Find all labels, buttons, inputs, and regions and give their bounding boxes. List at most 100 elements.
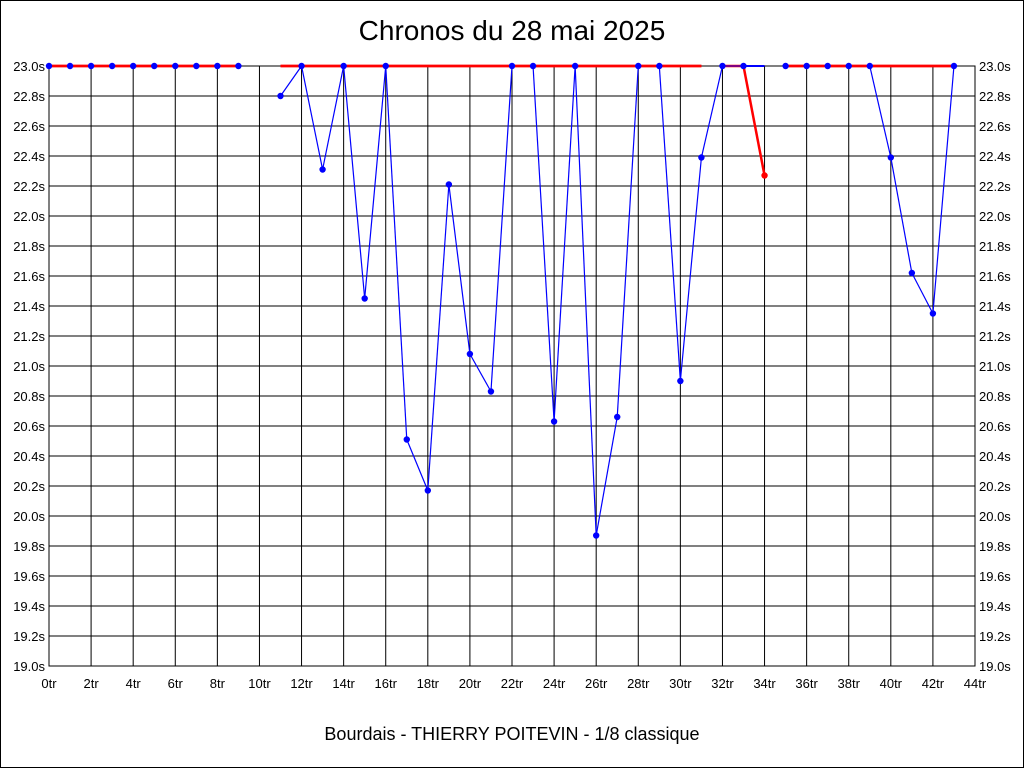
y-tick-label-left: 20.4s	[13, 449, 45, 464]
series-line-segment	[700, 65, 724, 158]
y-tick-label-right: 20.6s	[979, 419, 1011, 434]
data-point	[277, 92, 284, 100]
series-line-segment	[911, 272, 934, 314]
x-tick-label: 30tr	[669, 676, 692, 691]
data-point	[614, 413, 621, 421]
y-tick-label-left: 19.2s	[13, 629, 45, 644]
x-tick-label: 6tr	[168, 676, 184, 691]
series-line-segment	[385, 65, 408, 440]
y-tick-label-right: 21.2s	[979, 329, 1011, 344]
data-point	[66, 62, 74, 70]
series-line-segment	[448, 184, 471, 355]
y-tick-label-left: 19.8s	[13, 539, 45, 554]
data-point	[235, 62, 242, 70]
series-line-segment	[553, 65, 576, 422]
y-tick-label-left: 22.8s	[13, 89, 45, 104]
data-point	[319, 166, 326, 173]
data-point	[172, 62, 179, 70]
data-point	[592, 532, 600, 539]
series-line-segment	[595, 416, 618, 536]
y-tick-label-left: 20.8s	[13, 389, 45, 404]
data-point	[361, 295, 368, 302]
series-line-segment	[574, 65, 597, 536]
data-point	[635, 62, 642, 70]
series-line-segment	[280, 65, 303, 97]
x-tick-label: 22tr	[501, 676, 524, 691]
data-point	[929, 310, 937, 317]
series-line-segment	[932, 65, 955, 314]
x-tick-label: 12tr	[290, 676, 313, 691]
chart-title: Chronos du 28 mai 2025	[358, 15, 666, 46]
series-line-segment	[364, 65, 387, 299]
data-point	[87, 62, 95, 70]
x-tick-label: 42tr	[922, 676, 945, 691]
data-point	[298, 62, 305, 70]
data-point	[550, 418, 558, 425]
series-line-segment	[869, 65, 892, 158]
data-point	[108, 62, 116, 70]
chart-subtitle: Bourdais - THIERRY POITEVIN - 1/8 classi…	[324, 724, 700, 744]
data-point	[677, 377, 684, 385]
data-point	[824, 62, 831, 70]
y-tick-label-right: 21.8s	[979, 239, 1011, 254]
x-tick-label: 38tr	[838, 676, 861, 691]
y-tick-label-left: 20.2s	[13, 479, 45, 494]
y-tick-label-left: 21.4s	[13, 299, 45, 314]
series-line-segment	[406, 439, 429, 491]
y-tick-label-left: 20.0s	[13, 509, 45, 524]
data-point	[719, 62, 726, 70]
series-line-segment	[532, 65, 555, 422]
x-tick-label: 20tr	[459, 676, 482, 691]
y-tick-label-left: 23.0s	[13, 59, 45, 74]
y-tick-label-left: 19.6s	[13, 569, 45, 584]
x-tick-label: 14tr	[332, 676, 355, 691]
data-point	[151, 62, 158, 70]
y-tick-label-right: 21.0s	[979, 359, 1011, 374]
series-line-segment	[427, 184, 450, 491]
data-point	[950, 62, 958, 70]
series-line-segment	[469, 353, 492, 392]
data-point	[382, 62, 389, 70]
data-point	[424, 487, 432, 494]
series-line-segment	[658, 65, 681, 382]
y-tick-label-left: 22.2s	[13, 179, 45, 194]
data-point	[782, 62, 789, 70]
y-tick-label-left: 22.4s	[13, 149, 45, 164]
y-tick-label-right: 21.4s	[979, 299, 1011, 314]
x-tick-label: 36tr	[795, 676, 818, 691]
x-tick-label: 34tr	[753, 676, 776, 691]
x-tick-label: 18tr	[417, 676, 440, 691]
data-point	[466, 350, 474, 358]
y-tick-label-right: 22.2s	[979, 179, 1011, 194]
y-tick-label-left: 21.6s	[13, 269, 45, 284]
y-tick-label-right: 22.0s	[979, 209, 1011, 224]
y-tick-label-right: 20.8s	[979, 389, 1011, 404]
data-point	[845, 62, 852, 70]
x-tick-label: 32tr	[711, 676, 734, 691]
x-tick-label: 24tr	[543, 676, 566, 691]
x-tick-label: 4tr	[126, 676, 142, 691]
x-tick-label: 10tr	[248, 676, 271, 691]
series-line-segment	[490, 65, 513, 392]
red-data-point	[761, 172, 768, 179]
data-point	[45, 62, 53, 70]
data-point	[403, 436, 410, 443]
series-line-segment	[300, 65, 324, 170]
data-point	[908, 269, 916, 277]
y-tick-label-right: 20.0s	[979, 509, 1011, 524]
x-tick-label: 26tr	[585, 676, 608, 691]
y-tick-label-right: 19.4s	[979, 599, 1011, 614]
red-series-segment	[742, 65, 766, 176]
y-tick-label-right: 20.4s	[979, 449, 1011, 464]
data-point	[487, 388, 495, 395]
data-point	[698, 154, 705, 161]
y-tick-label-left: 20.6s	[13, 419, 45, 434]
series-line-segment	[679, 157, 703, 382]
data-point	[529, 62, 537, 70]
data-point	[129, 62, 137, 70]
y-tick-label-left: 21.2s	[13, 329, 45, 344]
series-line-segment	[343, 65, 366, 299]
series-line-segment	[322, 65, 345, 170]
y-tick-label-right: 19.0s	[979, 659, 1011, 674]
